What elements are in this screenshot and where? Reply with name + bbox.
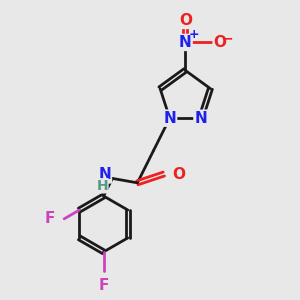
Text: O: O	[173, 167, 186, 182]
Text: F: F	[98, 278, 109, 293]
Text: +: +	[188, 28, 199, 41]
Text: N: N	[98, 167, 111, 182]
Text: O: O	[213, 35, 226, 50]
Text: H: H	[96, 179, 108, 193]
Text: N: N	[179, 35, 192, 50]
Text: O: O	[179, 13, 192, 28]
Text: N: N	[163, 111, 176, 126]
Text: N: N	[194, 111, 207, 126]
Text: F: F	[45, 211, 56, 226]
Text: −: −	[221, 31, 233, 45]
